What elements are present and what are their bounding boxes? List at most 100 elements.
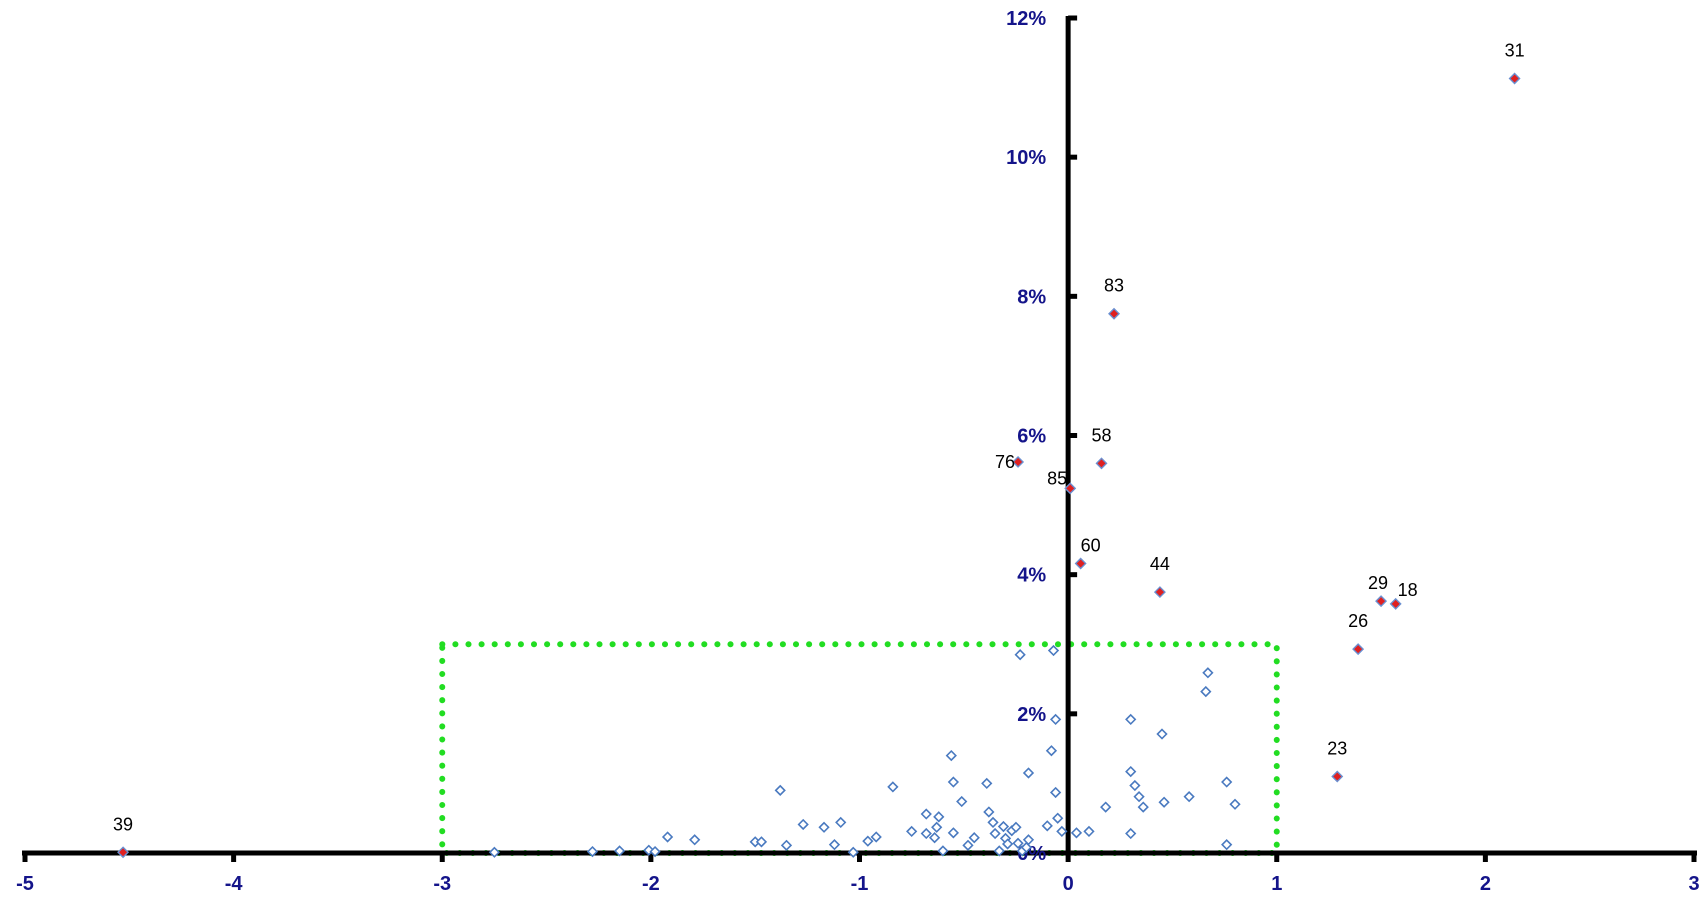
data-point	[1125, 765, 1137, 778]
data-point	[1137, 801, 1149, 813]
points-layer	[117, 72, 1521, 859]
y-tick-label: 6%	[1017, 426, 1046, 448]
data-point	[1001, 838, 1014, 850]
point-label: 18	[1398, 580, 1418, 600]
data-point	[1012, 837, 1024, 849]
data-point	[1100, 801, 1112, 813]
data-point	[1133, 791, 1145, 803]
x-tick-label: 3	[1688, 873, 1699, 895]
x-tick-label: -1	[851, 873, 869, 895]
data-point	[997, 820, 1010, 833]
data-point	[1125, 827, 1137, 840]
data-point	[1010, 821, 1022, 833]
data-point	[1125, 713, 1137, 726]
data-point	[847, 846, 859, 858]
data-point	[928, 832, 941, 844]
data-point	[1200, 685, 1212, 698]
labeled-data-point	[1352, 643, 1365, 656]
point-label: 44	[1150, 554, 1170, 574]
data-point	[689, 834, 701, 846]
labeled-data-point	[1012, 455, 1025, 468]
data-point	[1183, 791, 1195, 803]
data-point	[956, 795, 968, 808]
data-point	[870, 831, 882, 843]
x-tick-label: 0	[1063, 873, 1074, 895]
data-point	[862, 835, 874, 847]
data-point	[1049, 713, 1062, 726]
data-point	[937, 845, 949, 857]
labeled-data-point	[1389, 597, 1402, 610]
data-point	[1202, 667, 1214, 679]
labeled-data-point	[1331, 770, 1344, 783]
data-point	[1129, 779, 1141, 792]
labeled-data-point	[1095, 457, 1108, 470]
data-point	[818, 821, 830, 833]
data-point	[643, 844, 655, 856]
point-label: 85	[1047, 468, 1067, 488]
data-point	[920, 808, 932, 820]
axes: -5 -4 -3 -2 -1 0 1 2 30%2%4%6%8%10%12%	[16, 8, 1699, 895]
data-point	[968, 832, 980, 844]
y-tick-label: 2%	[1017, 704, 1046, 726]
labeled-data-point	[1153, 586, 1166, 599]
data-point	[1158, 796, 1170, 808]
data-point	[1022, 834, 1035, 846]
x-tick-label: 2	[1480, 873, 1491, 895]
data-point	[1056, 825, 1068, 838]
point-label: 39	[113, 814, 133, 834]
x-tick-label: -5	[16, 873, 34, 895]
data-point	[1052, 812, 1064, 824]
data-point	[1014, 649, 1026, 661]
data-point	[1070, 827, 1083, 839]
labeled-data-point	[117, 846, 130, 859]
data-point	[947, 827, 960, 839]
data-point	[797, 818, 809, 831]
highlight-box	[439, 641, 1280, 856]
y-tick-label: 4%	[1017, 565, 1046, 587]
data-point	[887, 781, 899, 793]
data-point	[945, 749, 957, 762]
point-label: 29	[1368, 573, 1388, 593]
data-point	[987, 816, 999, 829]
point-label: 60	[1081, 536, 1101, 556]
data-point	[1041, 820, 1053, 832]
y-tick-label: 8%	[1017, 286, 1046, 308]
data-point	[780, 839, 793, 851]
labeled-data-point	[1108, 307, 1121, 320]
data-point	[835, 816, 847, 829]
data-point	[981, 777, 993, 790]
data-point	[947, 776, 960, 788]
labeled-data-point	[1375, 595, 1388, 608]
data-point	[989, 827, 1001, 840]
data-point	[586, 845, 599, 858]
data-point	[661, 831, 674, 843]
data-point	[1221, 776, 1233, 788]
data-point	[1047, 644, 1060, 657]
data-point	[1020, 841, 1033, 854]
data-point	[1083, 825, 1095, 838]
data-point	[983, 806, 995, 818]
data-point	[1221, 839, 1233, 851]
data-point	[1022, 767, 1035, 779]
data-point	[755, 836, 768, 848]
data-point	[488, 846, 501, 858]
data-point	[649, 845, 661, 858]
highlight-box-layer	[439, 641, 1280, 856]
point-label: 26	[1348, 611, 1368, 631]
data-point	[962, 839, 974, 851]
point-label: 76	[995, 452, 1015, 472]
data-point	[993, 845, 1005, 857]
data-point	[933, 811, 945, 823]
labels-layer: 31 83 58 76 85 60 44 29 18 26 23 39	[113, 41, 1525, 835]
labeled-data-point	[1508, 72, 1521, 85]
point-label: 23	[1327, 738, 1347, 758]
data-point	[920, 827, 932, 840]
data-point	[1049, 786, 1062, 799]
labeled-data-point	[1074, 557, 1087, 570]
data-point	[1045, 745, 1058, 757]
x-tick-label: 1	[1271, 873, 1282, 895]
labeled-data-point	[1064, 482, 1077, 495]
data-point	[1229, 798, 1241, 810]
data-point	[774, 784, 786, 797]
data-point	[613, 845, 626, 857]
